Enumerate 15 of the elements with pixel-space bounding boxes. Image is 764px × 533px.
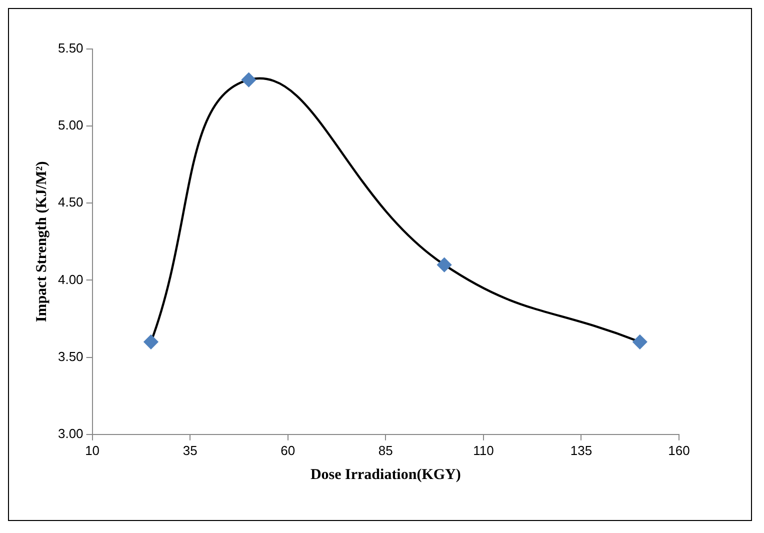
y-tick-label: 3.00 — [58, 426, 84, 441]
x-tick-label: 135 — [570, 442, 592, 458]
x-axis-title: Dose Irradiation(KGY) — [310, 466, 461, 483]
y-axis-title: Impact Strength (KJ/M²) — [34, 161, 50, 322]
y-tick-label: 5.00 — [58, 118, 84, 133]
y-tick-label: 4.00 — [58, 272, 84, 287]
x-tick-label: 110 — [473, 442, 494, 458]
x-tick-label: 60 — [280, 442, 296, 458]
y-tick-label: 5.50 — [58, 40, 84, 56]
y-tick-label: 3.50 — [58, 348, 84, 364]
x-tick-label: 85 — [378, 442, 393, 458]
x-tick-label: 10 — [85, 442, 100, 458]
x-tick-label: 160 — [668, 442, 690, 458]
y-tick-label: 4.50 — [58, 194, 84, 210]
x-tick-label: 35 — [182, 442, 198, 458]
